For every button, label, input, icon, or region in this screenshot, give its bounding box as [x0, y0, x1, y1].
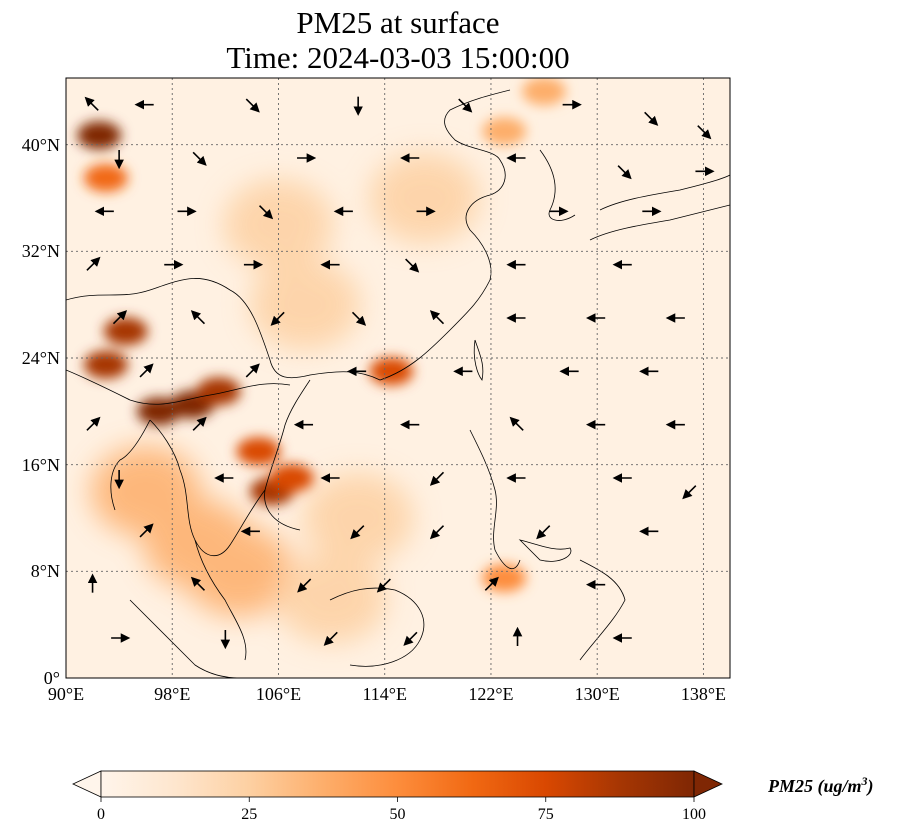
colorbar-tick-label: 0	[97, 806, 105, 823]
wind-arrow	[351, 311, 367, 326]
map-time-title: Time: 2024-03-03 15:00:00	[226, 40, 570, 75]
wind-arrow	[429, 471, 445, 486]
colorbar-tick-label: 100	[682, 806, 706, 823]
wind-vectors	[84, 96, 715, 650]
wind-arrow	[682, 485, 697, 500]
pm25-hotspot	[83, 350, 128, 379]
pm25-hotspot	[236, 437, 281, 466]
pm25-hotspot	[196, 377, 241, 406]
latitude-tick-label: 16°N	[21, 454, 60, 475]
wind-arrow	[536, 525, 551, 540]
wind-arrow	[644, 111, 659, 126]
longitude-tick-label: 122°E	[468, 684, 514, 704]
wind-arrow	[112, 310, 128, 325]
pm25-moderate-area	[250, 259, 361, 350]
wind-arrow	[429, 525, 445, 540]
colorbar-tick-label: 25	[241, 806, 258, 823]
colorbar-title: PM25 (ug/m3)	[768, 774, 874, 796]
wind-arrow	[84, 96, 99, 111]
wind-arrow	[458, 98, 473, 113]
longitude-tick-label: 114°E	[362, 684, 407, 704]
wind-arrow	[190, 310, 206, 325]
pm25-hotspot	[103, 317, 148, 346]
latitude-tick-label: 32°N	[21, 241, 60, 262]
wind-arrow	[245, 98, 260, 113]
wind-arrow	[617, 165, 632, 180]
pm25-hotspot	[269, 464, 314, 492]
map-title: PM25 at surface	[296, 5, 500, 40]
wind-arrow	[192, 416, 207, 431]
coastlines	[66, 89, 730, 678]
latitude-tick-label: 8°N	[30, 561, 60, 582]
wind-arrow	[429, 310, 445, 325]
wind-arrow	[350, 525, 365, 540]
map-frame	[65, 77, 731, 679]
wind-arrow	[297, 578, 312, 593]
colorbar-extend-min	[72, 770, 102, 798]
wind-arrow	[192, 151, 207, 166]
wind-arrow	[323, 631, 338, 646]
wind-arrow	[258, 205, 274, 220]
colorbar-extend-max	[693, 770, 723, 798]
wind-arrow	[484, 576, 499, 591]
wind-arrow	[405, 258, 420, 273]
wind-arrow	[86, 256, 101, 271]
pm25-moderate-area	[183, 526, 294, 617]
wind-arrow	[697, 125, 712, 140]
longitude-tick-label: 90°E	[47, 684, 85, 704]
longitude-tick-label: 106°E	[255, 684, 302, 704]
wind-arrow	[139, 523, 154, 538]
latitude-tick-label: 40°N	[21, 134, 60, 155]
pm25-hotspot	[522, 78, 567, 106]
latitude-tick-label: 24°N	[21, 348, 60, 368]
pm25-hotspot	[482, 117, 527, 146]
wind-arrow	[86, 416, 101, 431]
wind-arrow	[509, 416, 524, 431]
longitude-tick-label: 130°E	[574, 684, 620, 704]
latitude-tick-label: 0°	[43, 668, 60, 688]
wind-arrow	[190, 576, 206, 591]
colorbar-bar	[100, 770, 695, 798]
wind-arrow	[245, 363, 260, 378]
colorbar-tick-label: 75	[537, 806, 554, 823]
pm25-moderate-area	[369, 153, 480, 243]
pm25-hotspot	[83, 164, 128, 192]
pm25-moderate-area	[276, 553, 387, 643]
longitude-tick-label: 98°E	[154, 684, 191, 704]
pm25-hotspot	[136, 397, 181, 426]
wind-arrow	[139, 363, 154, 378]
colorbar	[72, 770, 723, 802]
pm25-hotspot	[369, 357, 414, 386]
wind-arrow	[403, 631, 418, 646]
pm25-hotspot	[77, 121, 122, 150]
gridlines	[66, 78, 730, 678]
longitude-tick-label: 138°E	[680, 684, 727, 704]
wind-arrow	[270, 311, 285, 326]
colorbar-tick-label: 50	[389, 806, 406, 823]
pm25-moderate-area	[303, 473, 414, 563]
wind-arrow	[376, 578, 391, 593]
